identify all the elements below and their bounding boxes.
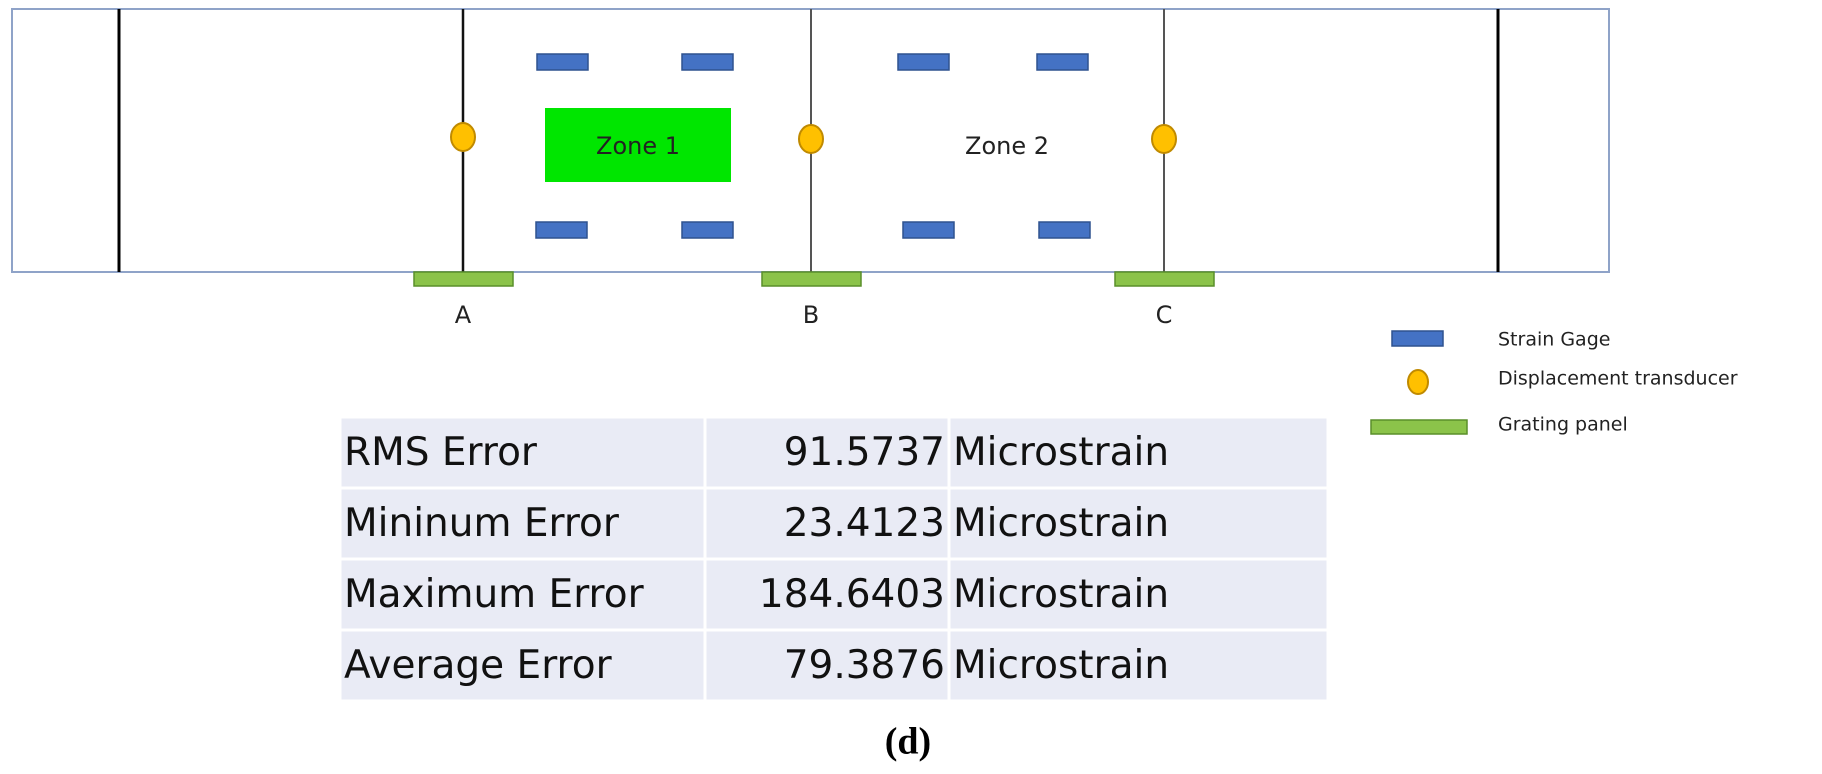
- cell-text: 23.4123: [784, 501, 945, 546]
- table-cell: [950, 418, 1327, 487]
- table-cell: [950, 489, 1327, 558]
- cell-text: Microstrain: [953, 501, 1169, 546]
- cell-text: Microstrain: [953, 430, 1169, 475]
- legend-gage: [1391, 330, 1444, 347]
- legend-label: Strain Gage: [1498, 329, 1610, 351]
- cell-text: 91.5737: [784, 430, 945, 475]
- support-label: B: [803, 301, 819, 329]
- strain-gage: [535, 221, 588, 239]
- transducer: [798, 124, 824, 154]
- cell-text: RMS Error: [344, 430, 538, 475]
- table-cell: [950, 631, 1327, 700]
- strain-gage: [897, 53, 950, 71]
- strain-gage: [902, 221, 955, 239]
- legend-label: Grating panel: [1498, 414, 1628, 436]
- transducer: [450, 122, 476, 152]
- legend-label: Displacement transducer: [1498, 368, 1738, 390]
- cell-text: Microstrain: [953, 572, 1169, 617]
- support-label: A: [455, 301, 472, 329]
- strain-gage: [681, 221, 734, 239]
- strain-gage: [681, 53, 734, 71]
- cell-text: Maximum Error: [344, 572, 645, 617]
- cell-text: Mininum Error: [344, 501, 620, 546]
- legend: Strain Gage Displacement transducer Grat…: [1370, 329, 1738, 436]
- strain-gage: [1036, 53, 1089, 71]
- transducer: [1151, 124, 1177, 154]
- cell-text: Microstrain: [953, 643, 1169, 688]
- zone-label: Zone 1: [596, 132, 680, 160]
- caption: (d): [885, 721, 931, 763]
- grating-panel: [413, 271, 514, 287]
- cell-text: 79.3876: [784, 643, 945, 688]
- support-label: C: [1156, 301, 1173, 329]
- strain-gage: [536, 53, 589, 71]
- table-cell: [341, 418, 704, 487]
- table-cell: [706, 489, 948, 558]
- legend-transducer: [1407, 369, 1429, 395]
- cell-text: Average Error: [344, 643, 613, 688]
- zone-label: Zone 2: [965, 132, 1049, 160]
- grating-panel: [761, 271, 862, 287]
- grating-panel: [1114, 271, 1215, 287]
- strain-gage: [1038, 221, 1091, 239]
- table-cell: [341, 489, 704, 558]
- table-cell: [706, 560, 948, 629]
- table-cell: [950, 560, 1327, 629]
- legend-panel: [1370, 419, 1468, 435]
- strain-gages: [535, 53, 1091, 239]
- table-cell: [706, 418, 948, 487]
- table-cell: [341, 560, 704, 629]
- table-cell: [341, 631, 704, 700]
- table-cell: [706, 631, 948, 700]
- zone-box: [545, 108, 731, 182]
- cell-text: 184.6403: [759, 572, 945, 617]
